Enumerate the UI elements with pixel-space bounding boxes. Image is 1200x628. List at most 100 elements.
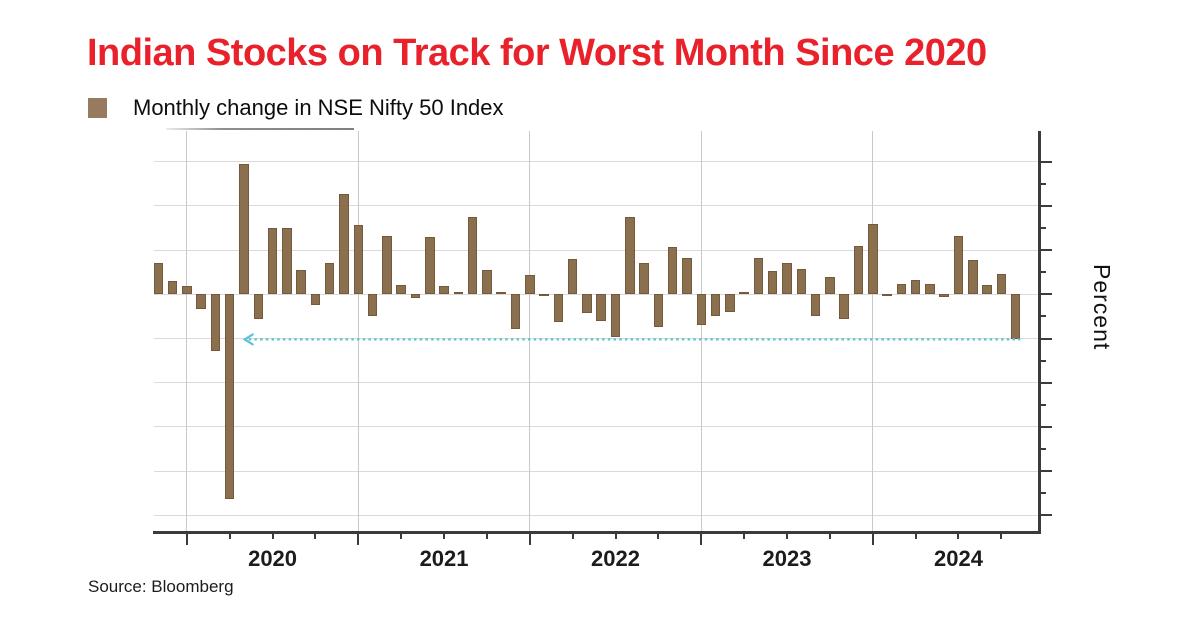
x-tick-minor-2021-03: [400, 533, 403, 539]
bar-2023-11: [853, 245, 864, 295]
y-tick-minor-12.5: [1040, 182, 1046, 185]
y-tick-minor-7.5: [1040, 227, 1046, 229]
bar-2024-07: [968, 259, 978, 295]
bar-2019-12: [182, 286, 192, 295]
bar-2022-09: [653, 294, 664, 327]
y-tick-minor--2.5: [1040, 315, 1046, 318]
x-year-label-2023: 2023: [762, 546, 812, 571]
bar-2023-10: [839, 294, 849, 320]
bar-2023-01: [710, 294, 721, 316]
bar-2022-01: [539, 294, 549, 297]
bar-2022-04: [582, 294, 592, 313]
bar-2023-12: [868, 224, 878, 295]
gridline-horizontal--5: [154, 338, 1038, 339]
gridline-horizontal-10: [154, 205, 1038, 207]
bar-2020-12: [353, 225, 364, 295]
legend: Monthly change in NSE Nifty 50 Index: [88, 95, 504, 121]
gridline-horizontal-15: [154, 161, 1038, 163]
y-tick-major-5: [1040, 249, 1052, 252]
bar-2020-11: [339, 193, 349, 295]
bar-2023-04: [753, 258, 764, 295]
y-tick-minor--12.5: [1040, 403, 1046, 406]
x-tick-major-2019-12: [185, 533, 188, 545]
x-year-label-2024: 2024: [934, 546, 983, 571]
bar-2024-09: [996, 273, 1007, 295]
bar-2022-05: [596, 294, 606, 321]
bar-2020-09: [310, 294, 321, 305]
bar-2019-10: [153, 263, 163, 295]
bar-2023-09: [825, 276, 835, 295]
bar-2023-03: [739, 291, 749, 295]
bar-2024-06: [953, 235, 964, 295]
bar-2020-08: [296, 269, 306, 295]
y-tick-major--10: [1040, 381, 1052, 384]
bar-2022-08: [639, 263, 649, 295]
bar-2020-07: [282, 228, 292, 295]
x-tick-major-2020-12: [357, 533, 360, 545]
bar-2020-02: [210, 294, 221, 351]
bar-2024-03: [910, 280, 921, 295]
bar-2021-01: [367, 294, 378, 317]
bar-2023-08: [810, 294, 821, 317]
gridline-year-2019: [186, 131, 188, 532]
bar-2022-11: [682, 258, 692, 295]
y-axis-title: Percent: [1089, 264, 1115, 351]
bar-2023-07: [796, 268, 807, 295]
x-tick-minor-2023-03: [743, 533, 746, 539]
x-tick-minor-2021-06: [443, 533, 446, 539]
worst-month-annotation-arrow: [242, 333, 1021, 346]
bar-2021-04: [410, 294, 421, 298]
bar-2022-02: [553, 294, 564, 322]
gridline-year-2020: [357, 131, 359, 532]
bar-2020-05: [253, 294, 264, 320]
bar-2020-03: [224, 294, 235, 500]
x-tick-minor-2022-09: [657, 533, 660, 539]
bar-2021-12: [525, 274, 535, 295]
plot-area: [153, 131, 1038, 532]
bar-2022-03: [567, 258, 578, 295]
bar-2021-08: [467, 217, 478, 295]
y-tick-minor--17.5: [1040, 448, 1046, 450]
bar-2024-10: [1010, 294, 1021, 340]
gridline-horizontal--15: [154, 426, 1038, 428]
x-tick-minor-2020-06: [271, 533, 274, 539]
gridline-horizontal--10: [154, 382, 1038, 384]
bar-2024-02: [896, 283, 907, 295]
y-tick-major-15: [1040, 160, 1052, 163]
x-tick-minor-2024-03: [914, 533, 917, 539]
x-tick-major-2021-12: [528, 533, 531, 545]
bar-2021-07: [453, 291, 464, 295]
y-tick-minor--7.5: [1040, 359, 1046, 362]
y-tick-major--20: [1040, 470, 1052, 473]
bar-2021-06: [439, 286, 449, 295]
y-tick-major-0: [1040, 293, 1052, 296]
bar-2024-04: [925, 283, 935, 295]
bar-2022-12: [696, 294, 707, 326]
gridline-horizontal--25: [154, 514, 1038, 516]
x-tick-minor-2022-06: [614, 533, 617, 539]
bar-2021-05: [425, 236, 435, 295]
x-tick-major-2022-12: [700, 533, 703, 545]
x-year-label-2022: 2022: [591, 546, 640, 571]
legend-label: Monthly change in NSE Nifty 50 Index: [133, 95, 504, 120]
plot-top-border-fragment: [166, 128, 354, 130]
x-year-label-2021: 2021: [419, 546, 469, 571]
bar-2022-10: [667, 246, 678, 295]
bar-2024-08: [982, 284, 992, 295]
bar-2021-09: [482, 269, 492, 295]
gridline-year-2021: [529, 131, 531, 532]
bar-2021-10: [496, 291, 506, 295]
bar-2020-06: [267, 228, 278, 295]
bar-2023-02: [725, 294, 735, 312]
bar-2024-01: [882, 294, 892, 297]
bar-2021-03: [396, 284, 406, 295]
x-tick-minor-2023-06: [786, 533, 788, 539]
bar-2020-01: [196, 294, 206, 310]
bar-2021-11: [510, 294, 521, 329]
x-tick-major-2023-12: [871, 533, 874, 545]
x-tick-minor-2024-09: [1000, 533, 1003, 539]
x-tick-minor-2024-06: [957, 533, 960, 539]
y-axis-line: [1038, 131, 1041, 534]
source-credit: Source: Bloomberg: [88, 577, 234, 596]
